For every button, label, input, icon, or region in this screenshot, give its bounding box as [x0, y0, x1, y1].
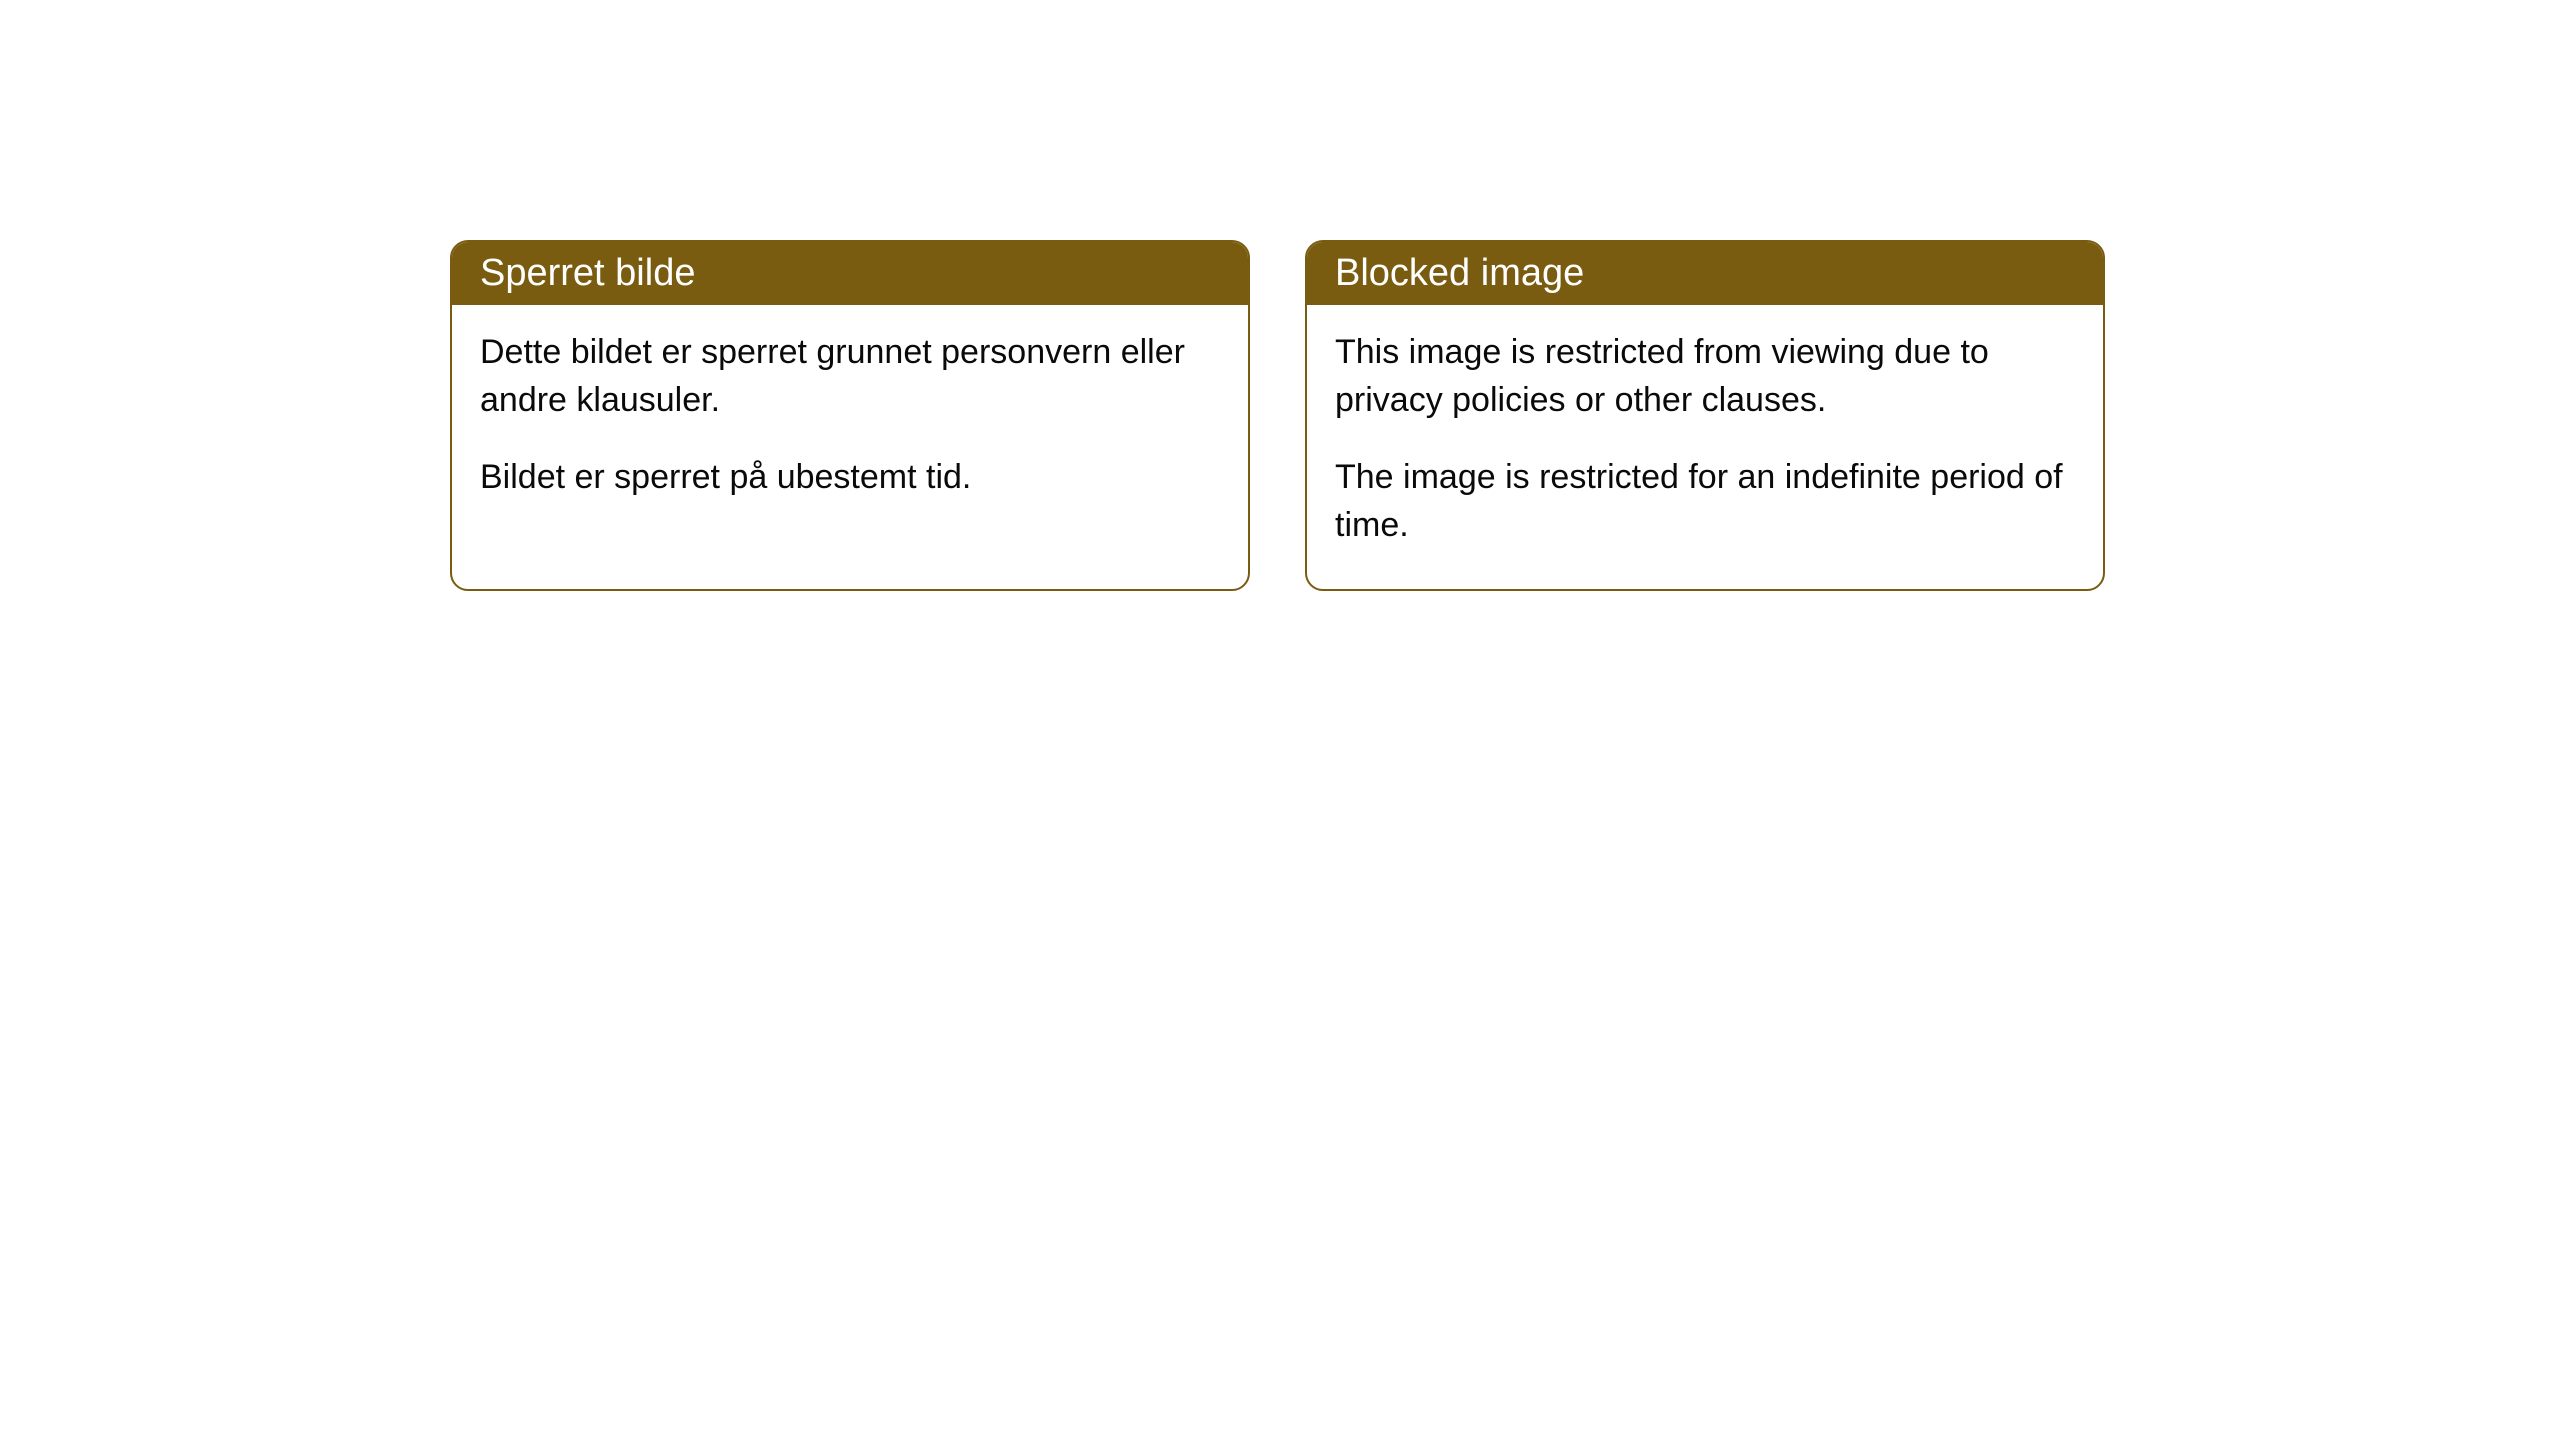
card-header-english: Blocked image — [1307, 242, 2103, 305]
card-paragraph-2: Bildet er sperret på ubestemt tid. — [480, 454, 1220, 502]
card-paragraph-2: The image is restricted for an indefinit… — [1335, 454, 2075, 549]
card-english: Blocked image This image is restricted f… — [1305, 240, 2105, 591]
card-body-english: This image is restricted from viewing du… — [1307, 305, 2103, 589]
card-title: Sperret bilde — [480, 252, 695, 294]
card-title: Blocked image — [1335, 252, 1584, 294]
card-norwegian: Sperret bilde Dette bildet er sperret gr… — [450, 240, 1250, 591]
cards-container: Sperret bilde Dette bildet er sperret gr… — [450, 240, 2105, 591]
card-paragraph-1: Dette bildet er sperret grunnet personve… — [480, 329, 1220, 424]
card-header-norwegian: Sperret bilde — [452, 242, 1248, 305]
card-body-norwegian: Dette bildet er sperret grunnet personve… — [452, 305, 1248, 542]
card-paragraph-1: This image is restricted from viewing du… — [1335, 329, 2075, 424]
